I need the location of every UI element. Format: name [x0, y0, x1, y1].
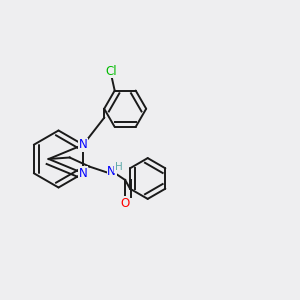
Text: N: N: [79, 167, 88, 180]
Text: Cl: Cl: [106, 64, 118, 78]
Text: O: O: [121, 196, 130, 210]
Text: H: H: [115, 162, 122, 172]
Text: N: N: [107, 164, 116, 178]
Text: N: N: [79, 138, 88, 151]
